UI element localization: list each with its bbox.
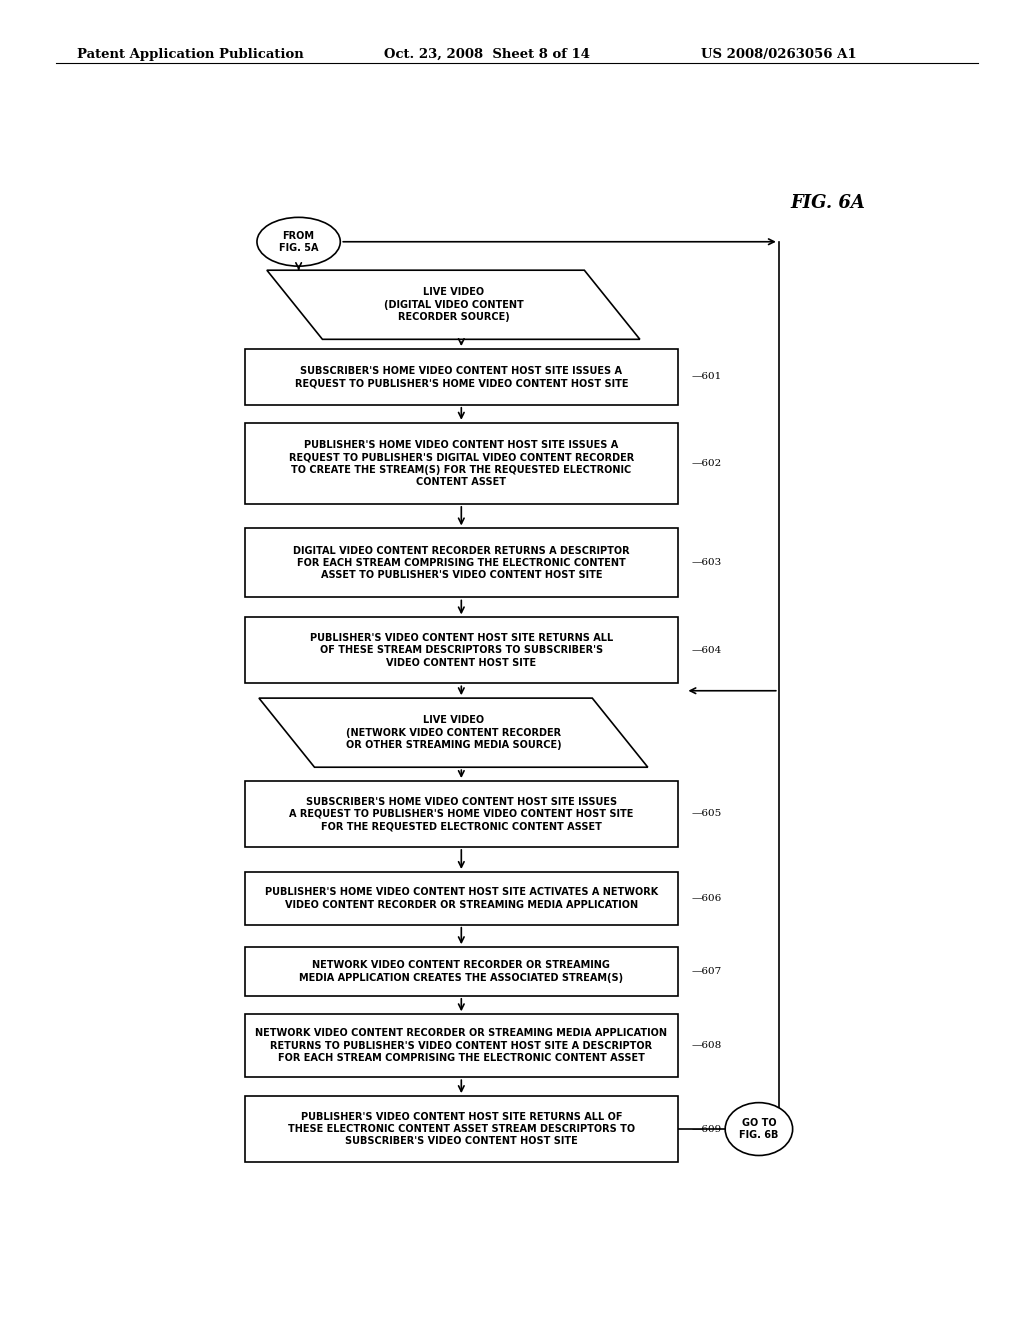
- Text: —606: —606: [692, 894, 722, 903]
- Bar: [245, 528, 678, 598]
- Text: —609: —609: [692, 1125, 722, 1134]
- Bar: [245, 873, 678, 925]
- Text: Oct. 23, 2008  Sheet 8 of 14: Oct. 23, 2008 Sheet 8 of 14: [384, 48, 590, 61]
- Text: GO TO
FIG. 6B: GO TO FIG. 6B: [739, 1118, 778, 1140]
- Text: PUBLISHER'S HOME VIDEO CONTENT HOST SITE ACTIVATES A NETWORK
VIDEO CONTENT RECOR: PUBLISHER'S HOME VIDEO CONTENT HOST SITE…: [264, 887, 658, 909]
- Text: US 2008/0263056 A1: US 2008/0263056 A1: [701, 48, 857, 61]
- Text: FIG. 6A: FIG. 6A: [791, 194, 865, 213]
- Polygon shape: [259, 698, 648, 767]
- Bar: [245, 618, 678, 684]
- Text: PUBLISHER'S HOME VIDEO CONTENT HOST SITE ISSUES A
REQUEST TO PUBLISHER'S DIGITAL: PUBLISHER'S HOME VIDEO CONTENT HOST SITE…: [289, 440, 634, 487]
- Text: —608: —608: [692, 1041, 722, 1051]
- Text: DIGITAL VIDEO CONTENT RECORDER RETURNS A DESCRIPTOR
FOR EACH STREAM COMPRISING T: DIGITAL VIDEO CONTENT RECORDER RETURNS A…: [293, 545, 630, 581]
- Bar: [245, 781, 678, 847]
- Text: —601: —601: [692, 372, 722, 381]
- Text: —602: —602: [692, 459, 722, 467]
- Text: Patent Application Publication: Patent Application Publication: [77, 48, 303, 61]
- Bar: [245, 948, 678, 995]
- Text: NETWORK VIDEO CONTENT RECORDER OR STREAMING MEDIA APPLICATION
RETURNS TO PUBLISH: NETWORK VIDEO CONTENT RECORDER OR STREAM…: [255, 1028, 668, 1063]
- Text: LIVE VIDEO
(DIGITAL VIDEO CONTENT
RECORDER SOURCE): LIVE VIDEO (DIGITAL VIDEO CONTENT RECORD…: [384, 288, 523, 322]
- Text: PUBLISHER'S VIDEO CONTENT HOST SITE RETURNS ALL OF
THESE ELECTRONIC CONTENT ASSE: PUBLISHER'S VIDEO CONTENT HOST SITE RETU…: [288, 1111, 635, 1147]
- Text: —604: —604: [692, 645, 722, 655]
- Text: FROM
FIG. 5A: FROM FIG. 5A: [279, 231, 318, 253]
- Text: —605: —605: [692, 809, 722, 818]
- Text: SUBSCRIBER'S HOME VIDEO CONTENT HOST SITE ISSUES A
REQUEST TO PUBLISHER'S HOME V: SUBSCRIBER'S HOME VIDEO CONTENT HOST SIT…: [295, 366, 628, 388]
- Ellipse shape: [257, 218, 340, 267]
- Bar: [245, 422, 678, 504]
- Bar: [245, 1014, 678, 1077]
- Text: PUBLISHER'S VIDEO CONTENT HOST SITE RETURNS ALL
OF THESE STREAM DESCRIPTORS TO S: PUBLISHER'S VIDEO CONTENT HOST SITE RETU…: [309, 632, 613, 668]
- Polygon shape: [267, 271, 640, 339]
- Text: —603: —603: [692, 558, 722, 568]
- Text: LIVE VIDEO
(NETWORK VIDEO CONTENT RECORDER
OR OTHER STREAMING MEDIA SOURCE): LIVE VIDEO (NETWORK VIDEO CONTENT RECORD…: [345, 715, 561, 750]
- Text: —607: —607: [692, 968, 722, 975]
- Bar: [245, 348, 678, 405]
- Text: NETWORK VIDEO CONTENT RECORDER OR STREAMING
MEDIA APPLICATION CREATES THE ASSOCI: NETWORK VIDEO CONTENT RECORDER OR STREAM…: [299, 961, 624, 982]
- Bar: [245, 1096, 678, 1162]
- Text: SUBSCRIBER'S HOME VIDEO CONTENT HOST SITE ISSUES
A REQUEST TO PUBLISHER'S HOME V: SUBSCRIBER'S HOME VIDEO CONTENT HOST SIT…: [289, 796, 634, 832]
- Ellipse shape: [725, 1102, 793, 1155]
